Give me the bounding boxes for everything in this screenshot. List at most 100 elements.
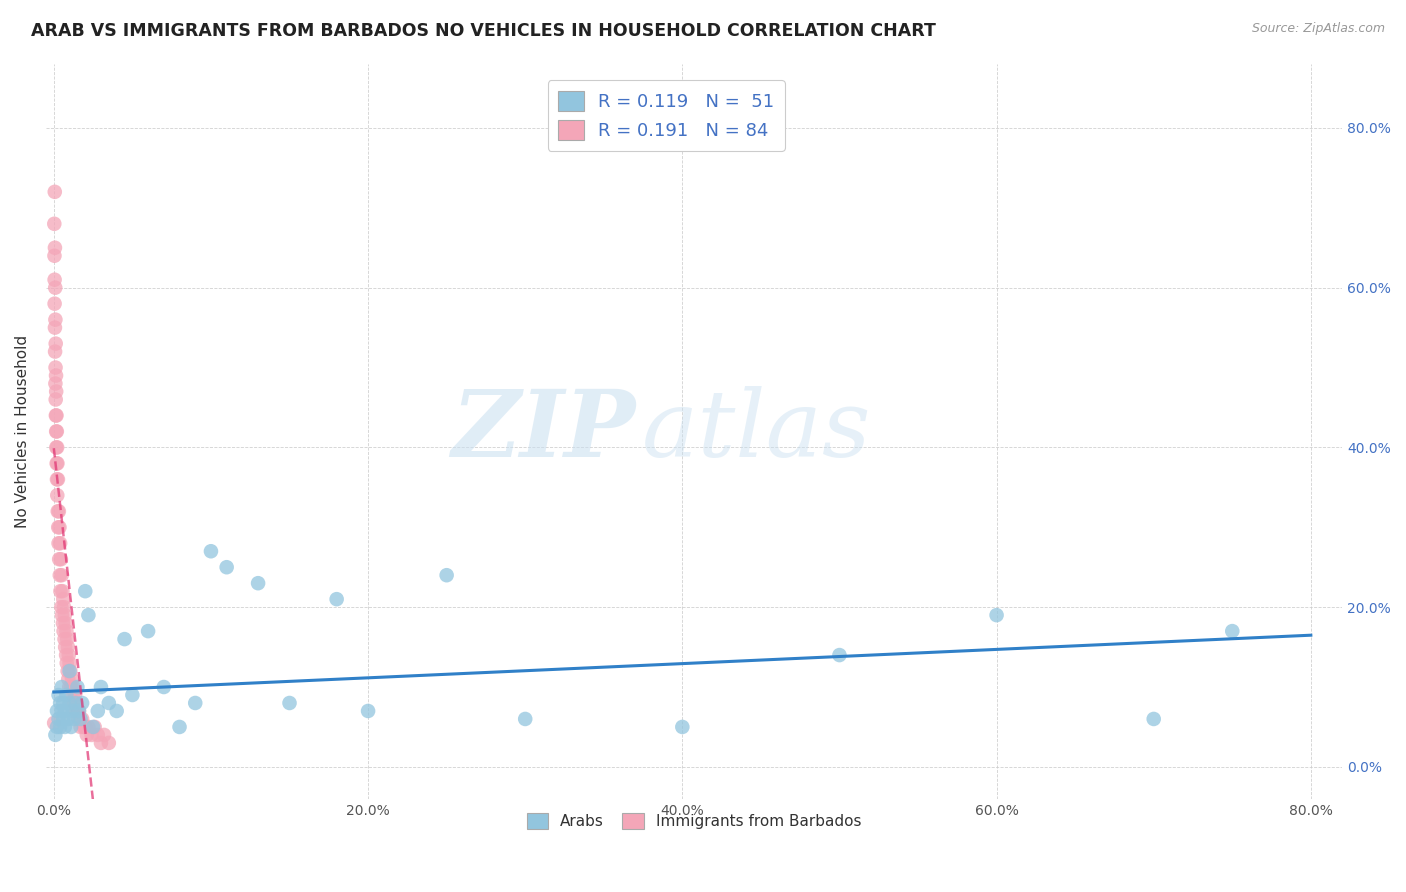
Point <box>986 608 1008 623</box>
Point <box>59 664 82 678</box>
Point <box>49 536 72 550</box>
Point <box>70 712 93 726</box>
Point <box>63 688 86 702</box>
Point <box>48 536 70 550</box>
Point <box>52 712 75 726</box>
Point <box>62 680 84 694</box>
Point <box>48 712 70 726</box>
Point <box>1143 712 1166 726</box>
Point <box>45 392 67 407</box>
Point <box>77 608 100 623</box>
Point <box>69 712 91 726</box>
Point <box>58 696 80 710</box>
Point <box>48 504 70 518</box>
Point <box>49 568 72 582</box>
Point <box>44 728 66 742</box>
Point <box>46 472 69 486</box>
Text: atlas: atlas <box>643 386 872 476</box>
Point <box>46 472 69 486</box>
Point <box>105 704 128 718</box>
Point <box>49 696 72 710</box>
Point <box>46 720 69 734</box>
Point <box>67 704 90 718</box>
Point <box>136 624 159 639</box>
Point <box>53 704 76 718</box>
Point <box>51 704 73 718</box>
Point <box>121 688 143 702</box>
Point <box>87 704 110 718</box>
Point <box>46 456 69 470</box>
Point <box>55 656 77 670</box>
Point <box>45 425 67 439</box>
Point <box>56 664 79 678</box>
Point <box>45 368 67 383</box>
Point <box>66 680 89 694</box>
Point <box>671 720 693 734</box>
Point <box>82 720 104 734</box>
Point <box>44 376 66 391</box>
Point <box>60 720 83 734</box>
Point <box>44 249 66 263</box>
Point <box>45 441 67 455</box>
Point <box>45 456 67 470</box>
Point <box>48 520 70 534</box>
Text: ARAB VS IMMIGRANTS FROM BARBADOS NO VEHICLES IN HOUSEHOLD CORRELATION CHART: ARAB VS IMMIGRANTS FROM BARBADOS NO VEHI… <box>31 22 936 40</box>
Point <box>67 704 90 718</box>
Point <box>58 648 80 662</box>
Point <box>97 696 120 710</box>
Text: Source: ZipAtlas.com: Source: ZipAtlas.com <box>1251 22 1385 36</box>
Point <box>45 409 67 423</box>
Point <box>93 728 115 742</box>
Point <box>58 672 80 686</box>
Point <box>55 688 77 702</box>
Point <box>52 696 75 710</box>
Point <box>44 715 66 730</box>
Point <box>73 720 96 734</box>
Point <box>46 441 69 455</box>
Point <box>75 584 97 599</box>
Point <box>56 632 79 646</box>
Point <box>114 632 136 646</box>
Point <box>55 648 77 662</box>
Point <box>44 217 66 231</box>
Point <box>53 608 76 623</box>
Point <box>828 648 851 662</box>
Point <box>169 720 191 734</box>
Point <box>60 680 83 694</box>
Point <box>67 712 90 726</box>
Point <box>46 704 69 718</box>
Point <box>53 600 76 615</box>
Point <box>66 704 89 718</box>
Point <box>77 720 100 734</box>
Point <box>52 624 75 639</box>
Point <box>1220 624 1243 639</box>
Point <box>44 312 66 326</box>
Point <box>45 360 67 375</box>
Point <box>75 720 97 734</box>
Point <box>63 712 86 726</box>
Point <box>65 704 87 718</box>
Point <box>46 504 69 518</box>
Point <box>55 616 77 631</box>
Point <box>357 704 380 718</box>
Point <box>215 560 238 574</box>
Point <box>52 592 75 607</box>
Point <box>44 344 66 359</box>
Point <box>80 728 103 742</box>
Point <box>76 728 98 742</box>
Point <box>49 552 72 566</box>
Point <box>278 696 301 710</box>
Point <box>87 728 110 742</box>
Point <box>45 384 67 399</box>
Text: ZIP: ZIP <box>451 386 636 476</box>
Point <box>515 712 537 726</box>
Point <box>325 592 347 607</box>
Point <box>44 185 66 199</box>
Point <box>56 712 79 726</box>
Point <box>65 696 87 710</box>
Point <box>70 696 93 710</box>
Point <box>45 409 67 423</box>
Point <box>48 688 70 702</box>
Point <box>53 632 76 646</box>
Point <box>69 720 91 734</box>
